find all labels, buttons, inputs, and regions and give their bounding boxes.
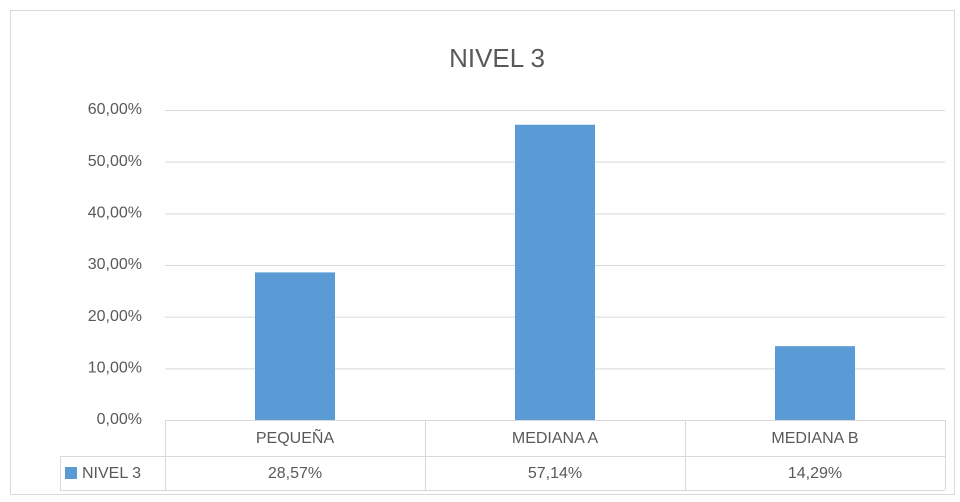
x-tick-label: MEDIANA A — [512, 430, 599, 447]
y-tick-label: 50,00% — [88, 153, 142, 170]
legend-swatch — [65, 467, 77, 479]
chart-title: NIVEL 3 — [449, 43, 545, 73]
data-table-value: 57,14% — [528, 465, 582, 482]
y-tick-label: 20,00% — [88, 308, 142, 325]
y-tick-label: 0,00% — [97, 411, 142, 428]
data-table-value: 28,57% — [268, 465, 322, 482]
y-tick-label: 10,00% — [88, 360, 142, 377]
data-table-value: 14,29% — [788, 465, 842, 482]
legend-label: NIVEL 3 — [82, 465, 141, 482]
x-tick-label: MEDIANA B — [771, 430, 858, 447]
bar — [775, 346, 855, 420]
bar — [255, 272, 335, 420]
bar — [515, 124, 595, 420]
x-tick-label: PEQUEÑA — [256, 427, 335, 447]
y-tick-label: 40,00% — [88, 205, 142, 222]
y-tick-label: 60,00% — [88, 101, 142, 118]
y-tick-label: 30,00% — [88, 256, 142, 273]
chart-frame — [10, 10, 955, 495]
